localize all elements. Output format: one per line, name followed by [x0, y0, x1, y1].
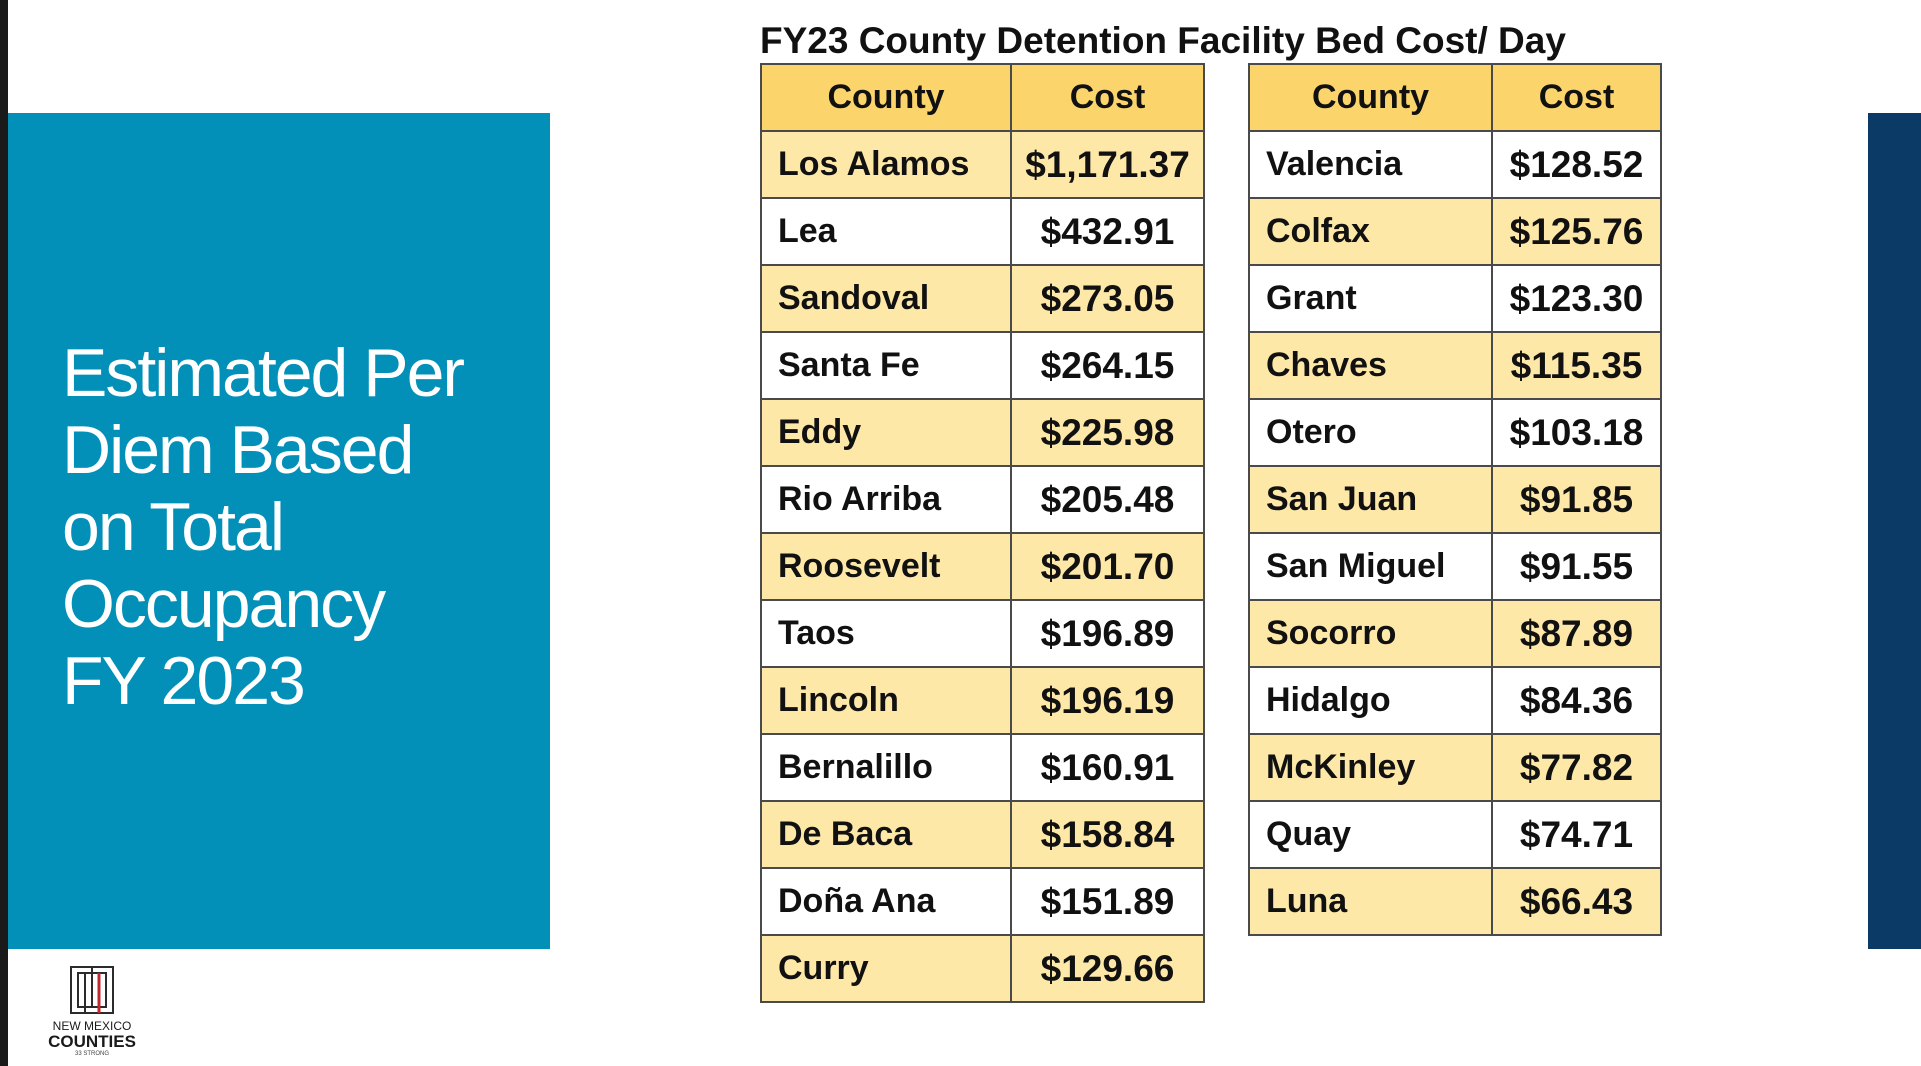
county-cell: Otero [1248, 398, 1493, 467]
nm-counties-logo-mark [70, 966, 114, 1014]
table-row: Grant $123.30 [1248, 264, 1662, 333]
cost-cell: $91.55 [1491, 532, 1662, 601]
table-header-row: County Cost [1248, 63, 1662, 132]
cost-cell: $151.89 [1010, 867, 1205, 936]
county-cell: Hidalgo [1248, 666, 1493, 735]
table-row: Rio Arriba $205.48 [760, 465, 1205, 534]
navy-accent-bar [1868, 113, 1921, 949]
county-cell: Colfax [1248, 197, 1493, 266]
cost-cell: $74.71 [1491, 800, 1662, 869]
table-row: Curry $129.66 [760, 934, 1205, 1003]
county-cell: Taos [760, 599, 1012, 668]
county-cell: Lincoln [760, 666, 1012, 735]
county-cell: Santa Fe [760, 331, 1012, 400]
cost-cell: $128.52 [1491, 130, 1662, 199]
table-row: Luna $66.43 [1248, 867, 1662, 936]
logo-text-line3: 33 STRONG [74, 1051, 109, 1057]
county-cell: Los Alamos [760, 130, 1012, 199]
cost-cell: $205.48 [1010, 465, 1205, 534]
table-row: Quay $74.71 [1248, 800, 1662, 869]
table-row: Socorro $87.89 [1248, 599, 1662, 668]
table-title: FY23 County Detention Facility Bed Cost/… [760, 20, 1566, 61]
county-cell: Bernalillo [760, 733, 1012, 802]
cost-cell: $273.05 [1010, 264, 1205, 333]
cost-cell: $158.84 [1010, 800, 1205, 869]
table-row: Hidalgo $84.36 [1248, 666, 1662, 735]
cost-table-right: County Cost Valencia $128.52 Colfax $125.76… [1248, 63, 1662, 936]
table-row: McKinley $77.82 [1248, 733, 1662, 802]
county-header: County [760, 63, 1012, 132]
cost-cell: $129.66 [1010, 934, 1205, 1003]
county-cell: Quay [1248, 800, 1493, 869]
panel-title: Estimated Per Diem Based on Total Occupa… [62, 335, 465, 719]
cost-cell: $1,171.37 [1010, 130, 1205, 199]
cost-cell: $103.18 [1491, 398, 1662, 467]
table-row: Bernalillo $160.91 [760, 733, 1205, 802]
cost-header: Cost [1491, 63, 1662, 132]
county-cell: Sandoval [760, 264, 1012, 333]
table-row: Valencia $128.52 [1248, 130, 1662, 199]
cost-cell: $87.89 [1491, 599, 1662, 668]
cost-header: Cost [1010, 63, 1205, 132]
table-row: Chaves $115.35 [1248, 331, 1662, 400]
cost-cell: $125.76 [1491, 197, 1662, 266]
cost-cell: $84.36 [1491, 666, 1662, 735]
county-cell: Rio Arriba [760, 465, 1012, 534]
table-row: Lea $432.91 [760, 197, 1205, 266]
table-row: San Juan $91.85 [1248, 465, 1662, 534]
county-cell: Grant [1248, 264, 1493, 333]
table-row: Otero $103.18 [1248, 398, 1662, 467]
nm-counties-logo: NEW MEXICO COUNTIES 33 STRONG [46, 966, 138, 1062]
table-row: Los Alamos $1,171.37 [760, 130, 1205, 199]
county-cell: Luna [1248, 867, 1493, 936]
county-cell: San Juan [1248, 465, 1493, 534]
cost-cell: $225.98 [1010, 398, 1205, 467]
county-cell: De Baca [760, 800, 1012, 869]
table-row: De Baca $158.84 [760, 800, 1205, 869]
county-cell: Socorro [1248, 599, 1493, 668]
cost-cell: $66.43 [1491, 867, 1662, 936]
title-panel: Estimated Per Diem Based on Total Occupa… [8, 113, 550, 949]
logo-text-line2: COUNTIES [48, 1032, 136, 1051]
county-cell: Eddy [760, 398, 1012, 467]
table-row: Eddy $225.98 [760, 398, 1205, 467]
table-row: Sandoval $273.05 [760, 264, 1205, 333]
table-header-row: County Cost [760, 63, 1205, 132]
county-header: County [1248, 63, 1493, 132]
left-edge-strip [0, 0, 8, 1066]
cost-cell: $115.35 [1491, 331, 1662, 400]
table-row: Roosevelt $201.70 [760, 532, 1205, 601]
cost-cell: $77.82 [1491, 733, 1662, 802]
county-cell: Doña Ana [760, 867, 1012, 936]
table-row: San Miguel $91.55 [1248, 532, 1662, 601]
cost-cell: $91.85 [1491, 465, 1662, 534]
county-cell: Lea [760, 197, 1012, 266]
cost-table-left: County Cost Los Alamos $1,171.37 Lea $432.9… [760, 63, 1205, 1003]
table-row: Lincoln $196.19 [760, 666, 1205, 735]
logo-text-line1: NEW MEXICO [52, 1019, 132, 1033]
county-cell: Curry [760, 934, 1012, 1003]
county-cell: Valencia [1248, 130, 1493, 199]
county-cell: Roosevelt [760, 532, 1012, 601]
table-row: Doña Ana $151.89 [760, 867, 1205, 936]
county-cell: McKinley [1248, 733, 1493, 802]
cost-cell: $201.70 [1010, 532, 1205, 601]
logo-mark-icon [70, 966, 114, 1014]
county-cell: Chaves [1248, 331, 1493, 400]
cost-cell: $196.89 [1010, 599, 1205, 668]
cost-cell: $196.19 [1010, 666, 1205, 735]
table-row: Colfax $125.76 [1248, 197, 1662, 266]
table-row: Santa Fe $264.15 [760, 331, 1205, 400]
cost-cell: $123.30 [1491, 264, 1662, 333]
county-cell: San Miguel [1248, 532, 1493, 601]
cost-cell: $264.15 [1010, 331, 1205, 400]
cost-cell: $160.91 [1010, 733, 1205, 802]
table-row: Taos $196.89 [760, 599, 1205, 668]
cost-cell: $432.91 [1010, 197, 1205, 266]
